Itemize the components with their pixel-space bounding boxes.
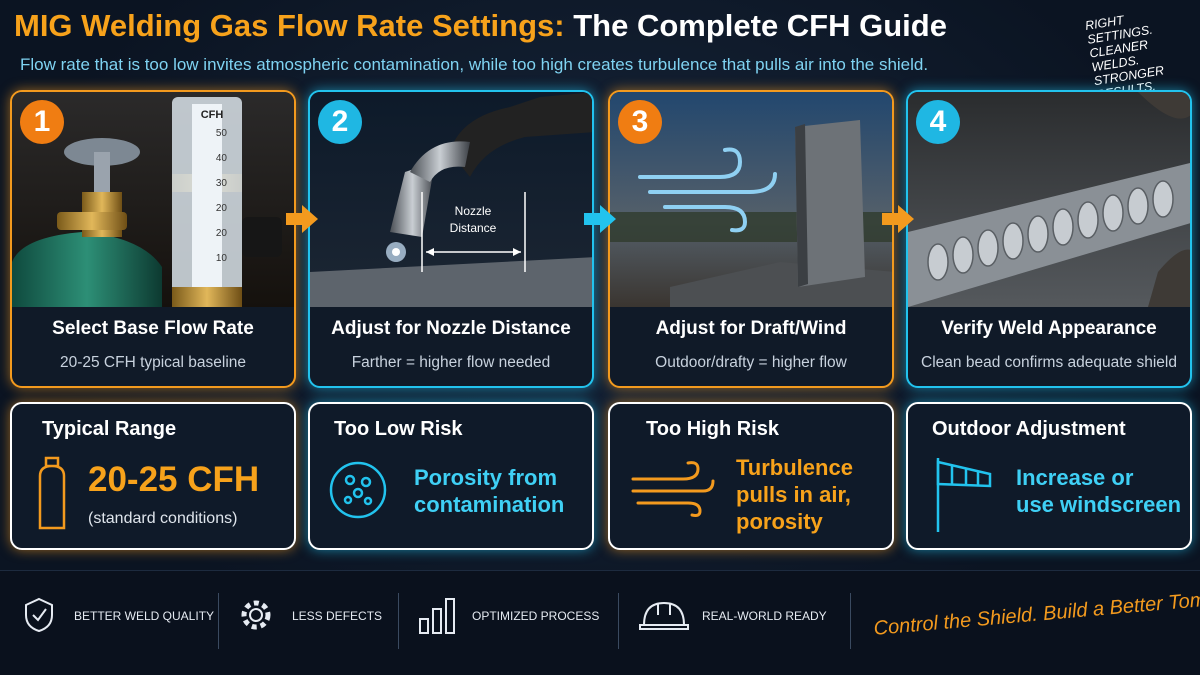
helmet-icon	[639, 601, 689, 630]
title: MIG Welding Gas Flow Rate Settings: The …	[14, 8, 947, 44]
corner-tag: RIGHT SETTINGS. CLEANER WELDS. STRONGER …	[1084, 2, 1200, 102]
gear-icon	[241, 600, 271, 630]
step-title: Verify Weld Appearance	[941, 318, 1157, 339]
step-panel: 3 Adjust for Draft/Wind Outdoor/drafty =…	[608, 90, 894, 388]
card-text: Turbulence pulls in air, porosity	[736, 454, 853, 535]
gauge-label: 10	[216, 253, 228, 264]
separator	[850, 593, 851, 649]
step-number: 1	[20, 100, 64, 144]
footer-item: BETTER WELD QUALITY	[74, 609, 215, 623]
subtitle: Flow rate that is too low invites atmosp…	[20, 55, 929, 74]
windsock-icon	[936, 458, 992, 532]
arrow	[584, 205, 616, 233]
step-number: 2	[318, 100, 362, 144]
arrow	[882, 205, 914, 233]
step-description: 20-25 CFH typical baseline	[59, 354, 247, 371]
separator	[398, 593, 399, 649]
turbulence-icon	[631, 461, 715, 517]
step-title: Select Base Flow Rate	[52, 318, 254, 339]
step-number: 3	[618, 100, 662, 144]
step-title: Adjust for Draft/Wind	[655, 318, 847, 339]
gauge-label: CFH	[201, 109, 224, 121]
title-highlight: MIG Welding Gas Flow Rate Settings:	[14, 8, 565, 43]
title-rest: The Complete CFH Guide	[573, 8, 947, 43]
info-card: Outdoor Adjustment Increase or use windsc…	[906, 402, 1192, 550]
cylinder-icon	[38, 456, 66, 530]
gauge-label: 20	[216, 228, 228, 239]
card-line: Turbulence	[736, 455, 853, 480]
info-card: Too High Risk Turbulence pulls in air, por…	[608, 402, 894, 550]
footer-item: REAL-WORLD READY	[702, 609, 827, 623]
gauge-label: 50	[216, 128, 228, 139]
card-text: Porosity from contamination	[414, 464, 564, 518]
step-title: Adjust for Nozzle Distance	[331, 318, 571, 339]
arrow	[286, 205, 318, 233]
gauge-label: 40	[216, 153, 228, 164]
info-card: Too Low Risk Porosity from contamination	[308, 402, 594, 550]
tagline: Control the Shield. Build a Better Tomor…	[872, 584, 1200, 640]
bars-icon	[419, 598, 455, 634]
step-panel: Nozzle Distance 2 Adjust for Nozzle Dist…	[308, 90, 594, 388]
card-line: pulls in air,	[736, 482, 851, 507]
card-text: Increase or use windscreen	[1016, 464, 1181, 518]
card-title: Too High Risk	[646, 418, 779, 440]
card-title: Too Low Risk	[334, 418, 463, 440]
porosity-icon	[329, 461, 387, 519]
shield-icon	[25, 597, 53, 633]
card-line: Increase or	[1016, 465, 1134, 490]
footer-item: OPTIMIZED PROCESS	[472, 609, 600, 623]
step-panel: 4 Verify Weld Appearance Clean bead conf…	[906, 90, 1192, 388]
info-card: Typical Range 20-25 CFH (standard condit…	[10, 402, 296, 550]
separator	[618, 593, 619, 649]
step-number: 4	[916, 100, 960, 144]
step-description: Farther = higher flow needed	[351, 354, 551, 371]
card-value: 20-25 CFH	[88, 460, 260, 499]
step-description: Clean bead confirms adequate shield	[921, 354, 1177, 371]
separator	[218, 593, 219, 649]
step-image: CFH 50 40 30 20 20 10	[12, 92, 294, 307]
card-title: Outdoor Adjustment	[932, 418, 1126, 440]
step-description: Outdoor/drafty = higher flow	[655, 354, 847, 371]
card-note: (standard conditions)	[88, 510, 238, 527]
gauge-label: 30	[216, 178, 228, 189]
card-line: use windscreen	[1016, 492, 1182, 517]
image-label: Distance	[450, 221, 497, 235]
footer: BETTER WELD QUALITY LESS DEFECTS OPTIMIZ…	[0, 570, 1200, 675]
footer-item: LESS DEFECTS	[292, 609, 383, 623]
step-panel: CFH 50 40 30 20 20 10 1 Select Base Flow…	[10, 90, 296, 388]
card-line: porosity	[736, 509, 823, 534]
image-label: Nozzle	[455, 204, 492, 218]
gauge-label: 20	[216, 203, 228, 214]
card-line: Porosity from	[414, 465, 558, 490]
card-line: contamination	[414, 492, 565, 517]
card-title: Typical Range	[42, 418, 177, 440]
